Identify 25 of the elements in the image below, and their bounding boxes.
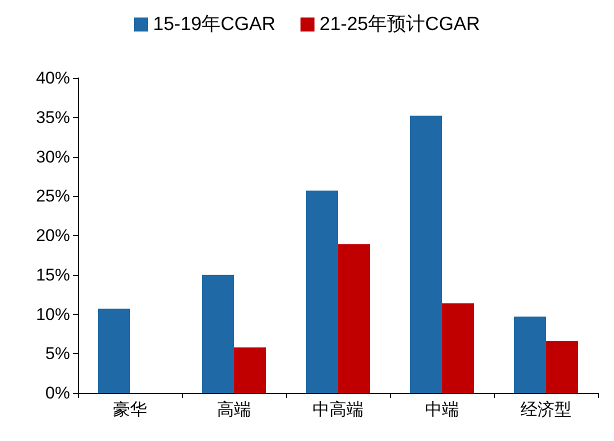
bar: [442, 303, 474, 393]
x-tick-label: 中端: [425, 400, 459, 419]
bar: [202, 274, 234, 393]
y-tick-label: 40%: [36, 68, 70, 88]
legend-label: 21-25年预计CGAR: [320, 14, 480, 35]
x-tick-label: 中高端: [312, 400, 364, 419]
y-tick-label: 25%: [36, 186, 70, 206]
y-tick-label: 35%: [36, 108, 70, 127]
bar: [338, 244, 370, 393]
y-tick-label: 20%: [36, 226, 70, 245]
bar: [306, 190, 338, 393]
bar: [514, 316, 546, 393]
y-tick-label: 5%: [45, 344, 70, 364]
x-tick-label: 豪华: [113, 400, 147, 419]
y-tick-label: 10%: [36, 304, 70, 324]
legend-label: 15-19年CGAR: [153, 14, 276, 35]
y-tick-label: 0%: [45, 384, 70, 402]
y-tick-label: 30%: [36, 147, 70, 166]
x-tick-label: 高端: [217, 400, 251, 419]
bar: [546, 341, 578, 393]
bar: [234, 347, 266, 393]
bar: [410, 116, 442, 393]
x-tick-label: 经济型: [520, 400, 572, 419]
y-tick-label: 15%: [36, 265, 70, 284]
bar: [98, 308, 130, 393]
